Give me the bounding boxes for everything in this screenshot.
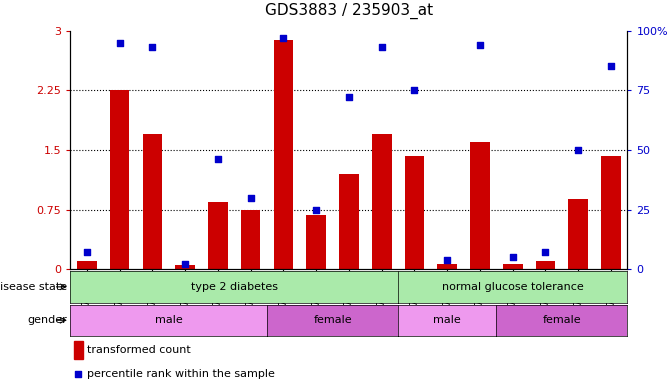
Bar (77, 261, 97, 269)
Bar (274, 40, 293, 269)
Bar (307, 215, 326, 269)
Bar (110, 90, 130, 269)
Bar (405, 156, 424, 269)
Point (180, 262, 191, 268)
Text: percentile rank within the sample: percentile rank within the sample (87, 369, 275, 379)
Text: normal glucose tolerance: normal glucose tolerance (442, 282, 584, 292)
Bar (535, 261, 556, 269)
Text: type 2 diabetes: type 2 diabetes (191, 282, 278, 292)
Text: disease state: disease state (0, 282, 67, 292)
Point (72, 371, 83, 377)
Point (246, 195, 256, 201)
Point (114, 40, 125, 46)
Bar (601, 156, 621, 269)
Bar (142, 134, 162, 269)
Text: GDS3883 / 235903_at: GDS3883 / 235903_at (265, 3, 433, 19)
Text: female: female (543, 315, 581, 325)
Point (278, 35, 289, 41)
Text: male: male (155, 315, 183, 325)
Bar (372, 134, 391, 269)
Bar (74, 341, 83, 359)
Bar (339, 174, 359, 269)
Text: transformed count: transformed count (87, 345, 191, 355)
Bar (437, 264, 457, 269)
Bar (208, 202, 227, 269)
Point (573, 147, 584, 153)
Point (540, 250, 551, 256)
Bar (175, 265, 195, 269)
Point (409, 87, 420, 93)
Point (81, 250, 92, 256)
Point (147, 44, 158, 50)
Bar (241, 210, 260, 269)
Point (474, 42, 485, 48)
Bar (568, 199, 588, 269)
Point (606, 63, 617, 70)
Bar (503, 264, 523, 269)
Point (507, 254, 518, 260)
Text: female: female (313, 315, 352, 325)
Point (442, 257, 452, 263)
Point (376, 44, 387, 50)
Point (344, 94, 354, 101)
Text: gender: gender (28, 315, 67, 325)
Text: male: male (433, 315, 461, 325)
Point (311, 207, 321, 213)
Point (213, 156, 223, 162)
Bar (470, 142, 490, 269)
